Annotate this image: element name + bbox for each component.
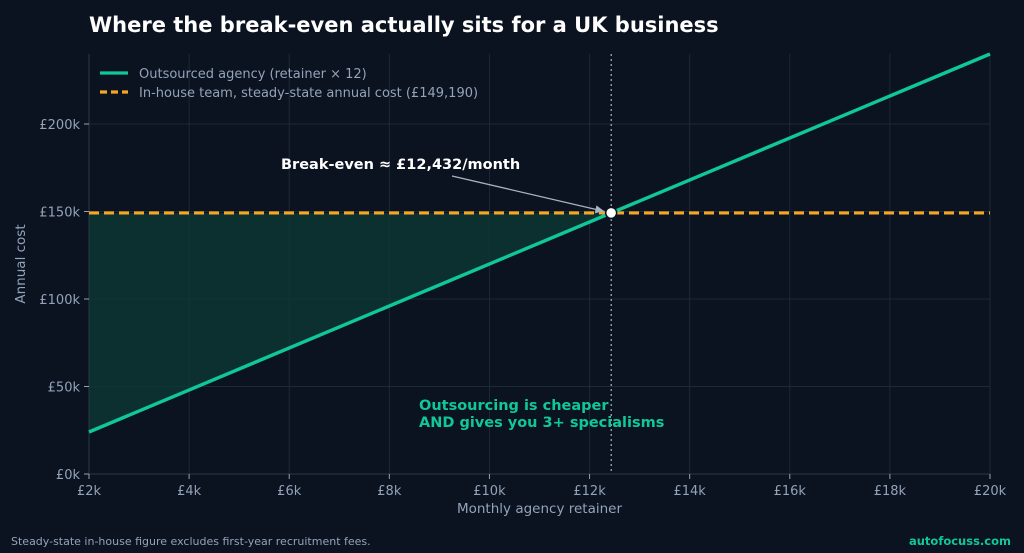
- cheaper-callout-line-2: AND gives you 3+ specialisms: [419, 415, 664, 431]
- y-tick-label: £50k: [48, 381, 81, 396]
- brand-link[interactable]: autofocuss.com: [909, 534, 1011, 548]
- plot-area: £2k £4k £6k £8k £10k £12k £14k £16k £18k £20k £0k…: [39, 52, 1007, 499]
- x-tick-label: £4k: [177, 484, 202, 499]
- legend: Outsourced agency (retainer × 12) In-hou…: [100, 67, 478, 101]
- legend-label-agency: Outsourced agency (retainer × 12): [139, 67, 367, 82]
- x-tick-label: £20k: [974, 484, 1007, 499]
- x-tick-label: £12k: [573, 484, 606, 499]
- x-tick-label: £18k: [874, 484, 907, 499]
- break-even-arrow: [451, 175, 605, 212]
- cheaper-callout-line-1: Outsourcing is cheaper: [419, 398, 609, 414]
- y-tick-label: £0k: [56, 468, 81, 483]
- y-tick-label: £150k: [39, 206, 80, 221]
- y-tick-label: £200k: [39, 118, 80, 133]
- y-tick-label: £100k: [39, 293, 80, 308]
- x-tick-label: £8k: [377, 484, 402, 499]
- break-even-arrowhead: [594, 205, 605, 214]
- x-tick-label: £2k: [77, 484, 102, 499]
- legend-label-inhouse: In-house team, steady-state annual cost …: [139, 86, 478, 101]
- break-even-label: Break-even ≈ £12,432/month: [281, 157, 520, 173]
- footnote: Steady-state in-house figure excludes fi…: [11, 535, 371, 548]
- x-tick-label: £14k: [673, 484, 706, 499]
- y-axis-ticks: £0k £50k £100k £150k £200k: [39, 118, 89, 483]
- x-tick-label: £10k: [473, 484, 506, 499]
- x-axis-label: Monthly agency retainer: [457, 501, 622, 517]
- x-tick-label: £6k: [277, 484, 302, 499]
- y-axis-label: Annual cost: [13, 224, 29, 303]
- x-tick-label: £16k: [774, 484, 807, 499]
- break-even-point: [604, 206, 618, 220]
- chart-title: Where the break-even actually sits for a…: [89, 13, 719, 37]
- series-line-agency: [88, 52, 991, 434]
- x-axis-ticks: £2k £4k £6k £8k £10k £12k £14k £16k £18k £20k: [77, 474, 1007, 499]
